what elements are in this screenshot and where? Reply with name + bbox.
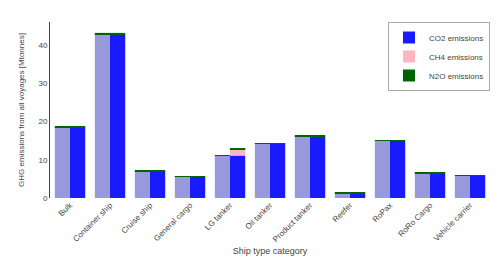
svg-text:N2O emissions: N2O emissions — [429, 72, 483, 81]
svg-text:Oil tanker: Oil tanker — [244, 201, 275, 232]
svg-text:RoPax: RoPax — [371, 201, 394, 224]
svg-text:RoRo Cargo: RoRo Cargo — [396, 200, 434, 238]
svg-text:10: 10 — [38, 156, 47, 165]
svg-text:20: 20 — [38, 117, 47, 126]
svg-text:Ship type category: Ship type category — [233, 246, 308, 256]
svg-text:Bulk: Bulk — [57, 200, 75, 218]
svg-text:Vehicle carrier: Vehicle carrier — [432, 201, 474, 243]
svg-text:General cargo: General cargo — [152, 200, 195, 243]
svg-text:40: 40 — [38, 41, 47, 50]
svg-text:CH4 emissions: CH4 emissions — [429, 53, 483, 62]
svg-text:Cruise ship: Cruise ship — [120, 200, 155, 235]
svg-text:Product tanker: Product tanker — [271, 201, 314, 244]
svg-text:LG tanker: LG tanker — [203, 201, 234, 232]
svg-text:0: 0 — [43, 194, 48, 203]
svg-text:GHG emissions from all voyages: GHG emissions from all voyages [Mtonnes] — [17, 33, 26, 187]
svg-text:30: 30 — [38, 79, 47, 88]
svg-text:Reefer: Reefer — [331, 201, 355, 225]
svg-text:Container ship: Container ship — [71, 200, 114, 243]
svg-text:CO2 emissions: CO2 emissions — [429, 34, 483, 43]
